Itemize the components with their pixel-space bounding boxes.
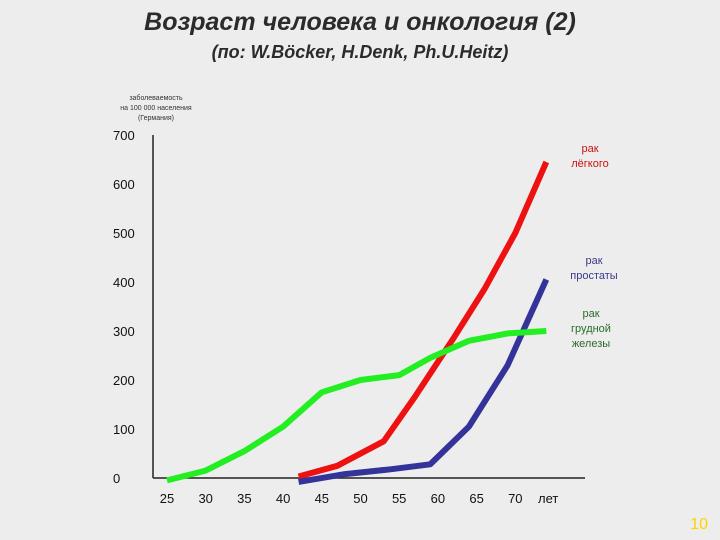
page-number: 10	[690, 516, 708, 533]
series-label-line: рак	[581, 143, 598, 155]
series-line	[298, 278, 550, 485]
x-tick-label: 30	[198, 491, 212, 506]
y-axis-label: заболеваемость на 100 000 населения (Гер…	[108, 94, 204, 124]
y-tick-label: 200	[113, 373, 135, 388]
series-label-line: железы	[572, 338, 610, 350]
y-tick-label: 0	[113, 471, 120, 486]
x-tick-label: 65	[469, 491, 483, 506]
series-line	[297, 160, 550, 480]
x-tick-label: 50	[353, 491, 367, 506]
series-label: рак грудной железы	[571, 308, 611, 350]
x-tick-label: 45	[315, 491, 329, 506]
series-label-line: рак	[582, 308, 599, 320]
y-tick-label: 100	[113, 422, 135, 437]
chart-title: Возраст человека и онкология (2)	[144, 8, 576, 36]
series-label-line: грудной	[571, 323, 611, 335]
y-tick-label: 700	[113, 128, 135, 143]
series-label-line: лёгкого	[571, 158, 609, 170]
x-tick-label: 55	[392, 491, 406, 506]
x-tick-label: 70	[508, 491, 522, 506]
y-axis-label-line: на 100 000 населения	[120, 105, 192, 112]
x-tick-label: 60	[431, 491, 445, 506]
x-tick-label: 25	[160, 491, 174, 506]
series-label-line: рак	[585, 255, 602, 267]
series-label: рак простаты	[570, 255, 618, 282]
y-tick-label: 400	[113, 275, 135, 290]
y-axis-label-line: заболеваемость	[129, 95, 183, 102]
x-tick-label: 40	[276, 491, 290, 506]
series-label: рак лёгкого	[571, 143, 609, 170]
x-axis-unit-label: лет	[538, 491, 558, 506]
y-axis-label-line: (Германия)	[137, 115, 175, 122]
y-tick-label: 300	[113, 324, 135, 339]
y-tick-label: 600	[113, 177, 135, 192]
series-label-line: простаты	[570, 270, 618, 282]
series-line	[166, 328, 547, 484]
y-tick-label: 500	[113, 226, 135, 241]
x-tick-label: 35	[237, 491, 251, 506]
chart-subtitle: (по: W.Böcker, H.Denk, Ph.U.Heitz)	[211, 42, 509, 62]
